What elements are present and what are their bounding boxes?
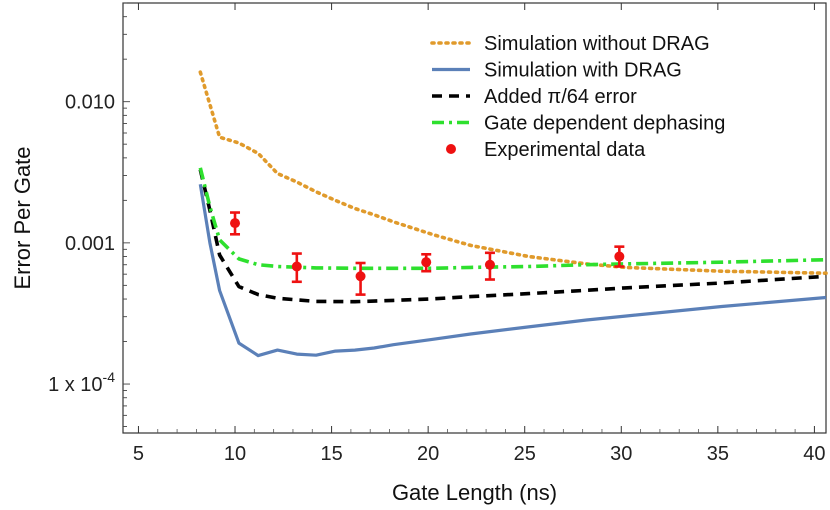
x-tick-label: 10 (224, 443, 246, 465)
legend-label: Simulation with DRAG (484, 60, 682, 82)
x-tick-label: 5 (133, 443, 144, 465)
legend-label: Added π/64 error (484, 86, 637, 108)
y-tick-label-exponent: -4 (103, 369, 116, 385)
data-point (614, 251, 625, 262)
legend-label: Gate dependent dephasing (484, 113, 725, 135)
series-line-added-64-error (198, 169, 827, 304)
x-tick-label: 35 (707, 443, 729, 465)
x-tick-label: 20 (417, 443, 439, 465)
legend-label: Experimental data (484, 139, 646, 161)
x-tick-label: 30 (610, 443, 632, 465)
series-layer (198, 70, 828, 358)
axis-ticks: 5 10 15 20 25 30 35 40 0.010 0.001 1 x 10-4 (48, 2, 826, 465)
experimental-points (230, 211, 625, 296)
legend-marker-point (446, 144, 456, 154)
legend-label: Simulation without DRAG (484, 33, 710, 55)
series-line-gate-dependent-dephasing (198, 167, 827, 271)
y-tick-label: 0.001 (65, 233, 115, 255)
data-point (484, 259, 495, 270)
series-line-simulation-with-drag (198, 184, 827, 358)
data-point (230, 218, 241, 229)
plot-border (122, 2, 827, 434)
plot-frame (122, 2, 827, 434)
data-point (355, 271, 366, 282)
x-axis-title: Gate Length (ns) (392, 480, 557, 505)
data-point (421, 257, 432, 268)
x-tick-label: 40 (803, 443, 825, 465)
x-tick-label: 25 (514, 443, 536, 465)
y-tick-label-base: 1 x 10 (48, 374, 102, 396)
x-tick-label: 15 (320, 443, 342, 465)
y-axis-title: Error Per Gate (10, 146, 35, 289)
y-tick-label: 1 x 10-4 (48, 369, 115, 396)
legend: Simulation without DRAG Simulation with D… (430, 33, 725, 161)
y-tick-label: 0.010 (65, 92, 115, 114)
data-point (291, 261, 302, 272)
